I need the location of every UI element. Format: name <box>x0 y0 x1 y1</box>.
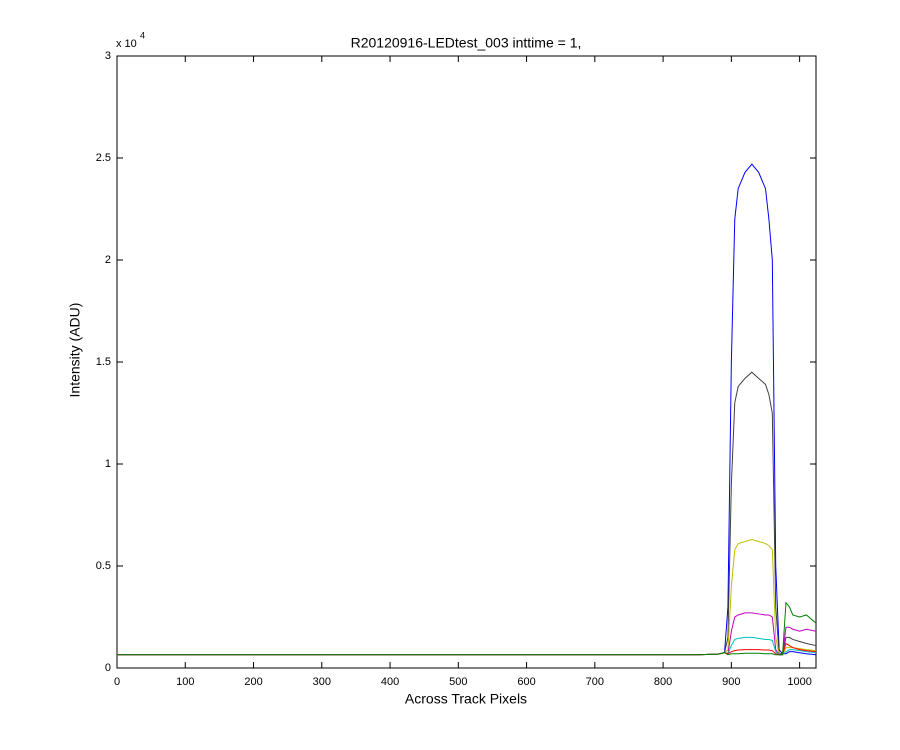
y-axis-label: Intensity (ADU) <box>67 303 83 398</box>
y-tick-label: 0 <box>105 662 111 674</box>
chart-title: R20120916-LEDtest_003 inttime = 1, <box>351 35 582 51</box>
y-tick-label: 0.5 <box>96 560 111 572</box>
x-tick-label: 300 <box>313 676 331 688</box>
x-tick-label: 200 <box>244 676 262 688</box>
y-tick-label: 2 <box>105 254 111 266</box>
x-tick-label: 0 <box>114 676 120 688</box>
x-tick-label: 500 <box>449 676 467 688</box>
x-tick-label: 700 <box>586 676 604 688</box>
y-tick-label: 1.5 <box>96 356 111 368</box>
x-tick-label: 600 <box>517 676 535 688</box>
x-tick-label: 100 <box>176 676 194 688</box>
x-tick-label: 400 <box>381 676 399 688</box>
y-tick-label: 2.5 <box>96 152 111 164</box>
y-tick-label: 3 <box>105 50 111 62</box>
y-multiplier: x 10 <box>116 38 137 50</box>
series-line <box>117 601 817 656</box>
x-axis-label: Across Track Pixels <box>405 691 527 707</box>
x-tick-label: 800 <box>654 676 672 688</box>
x-tick-label: 1000 <box>787 676 811 688</box>
y-tick-label: 1 <box>105 458 111 470</box>
y-multiplier-exponent: 4 <box>140 30 145 40</box>
plot-frame <box>116 55 817 669</box>
x-tick-label: 900 <box>722 676 740 688</box>
